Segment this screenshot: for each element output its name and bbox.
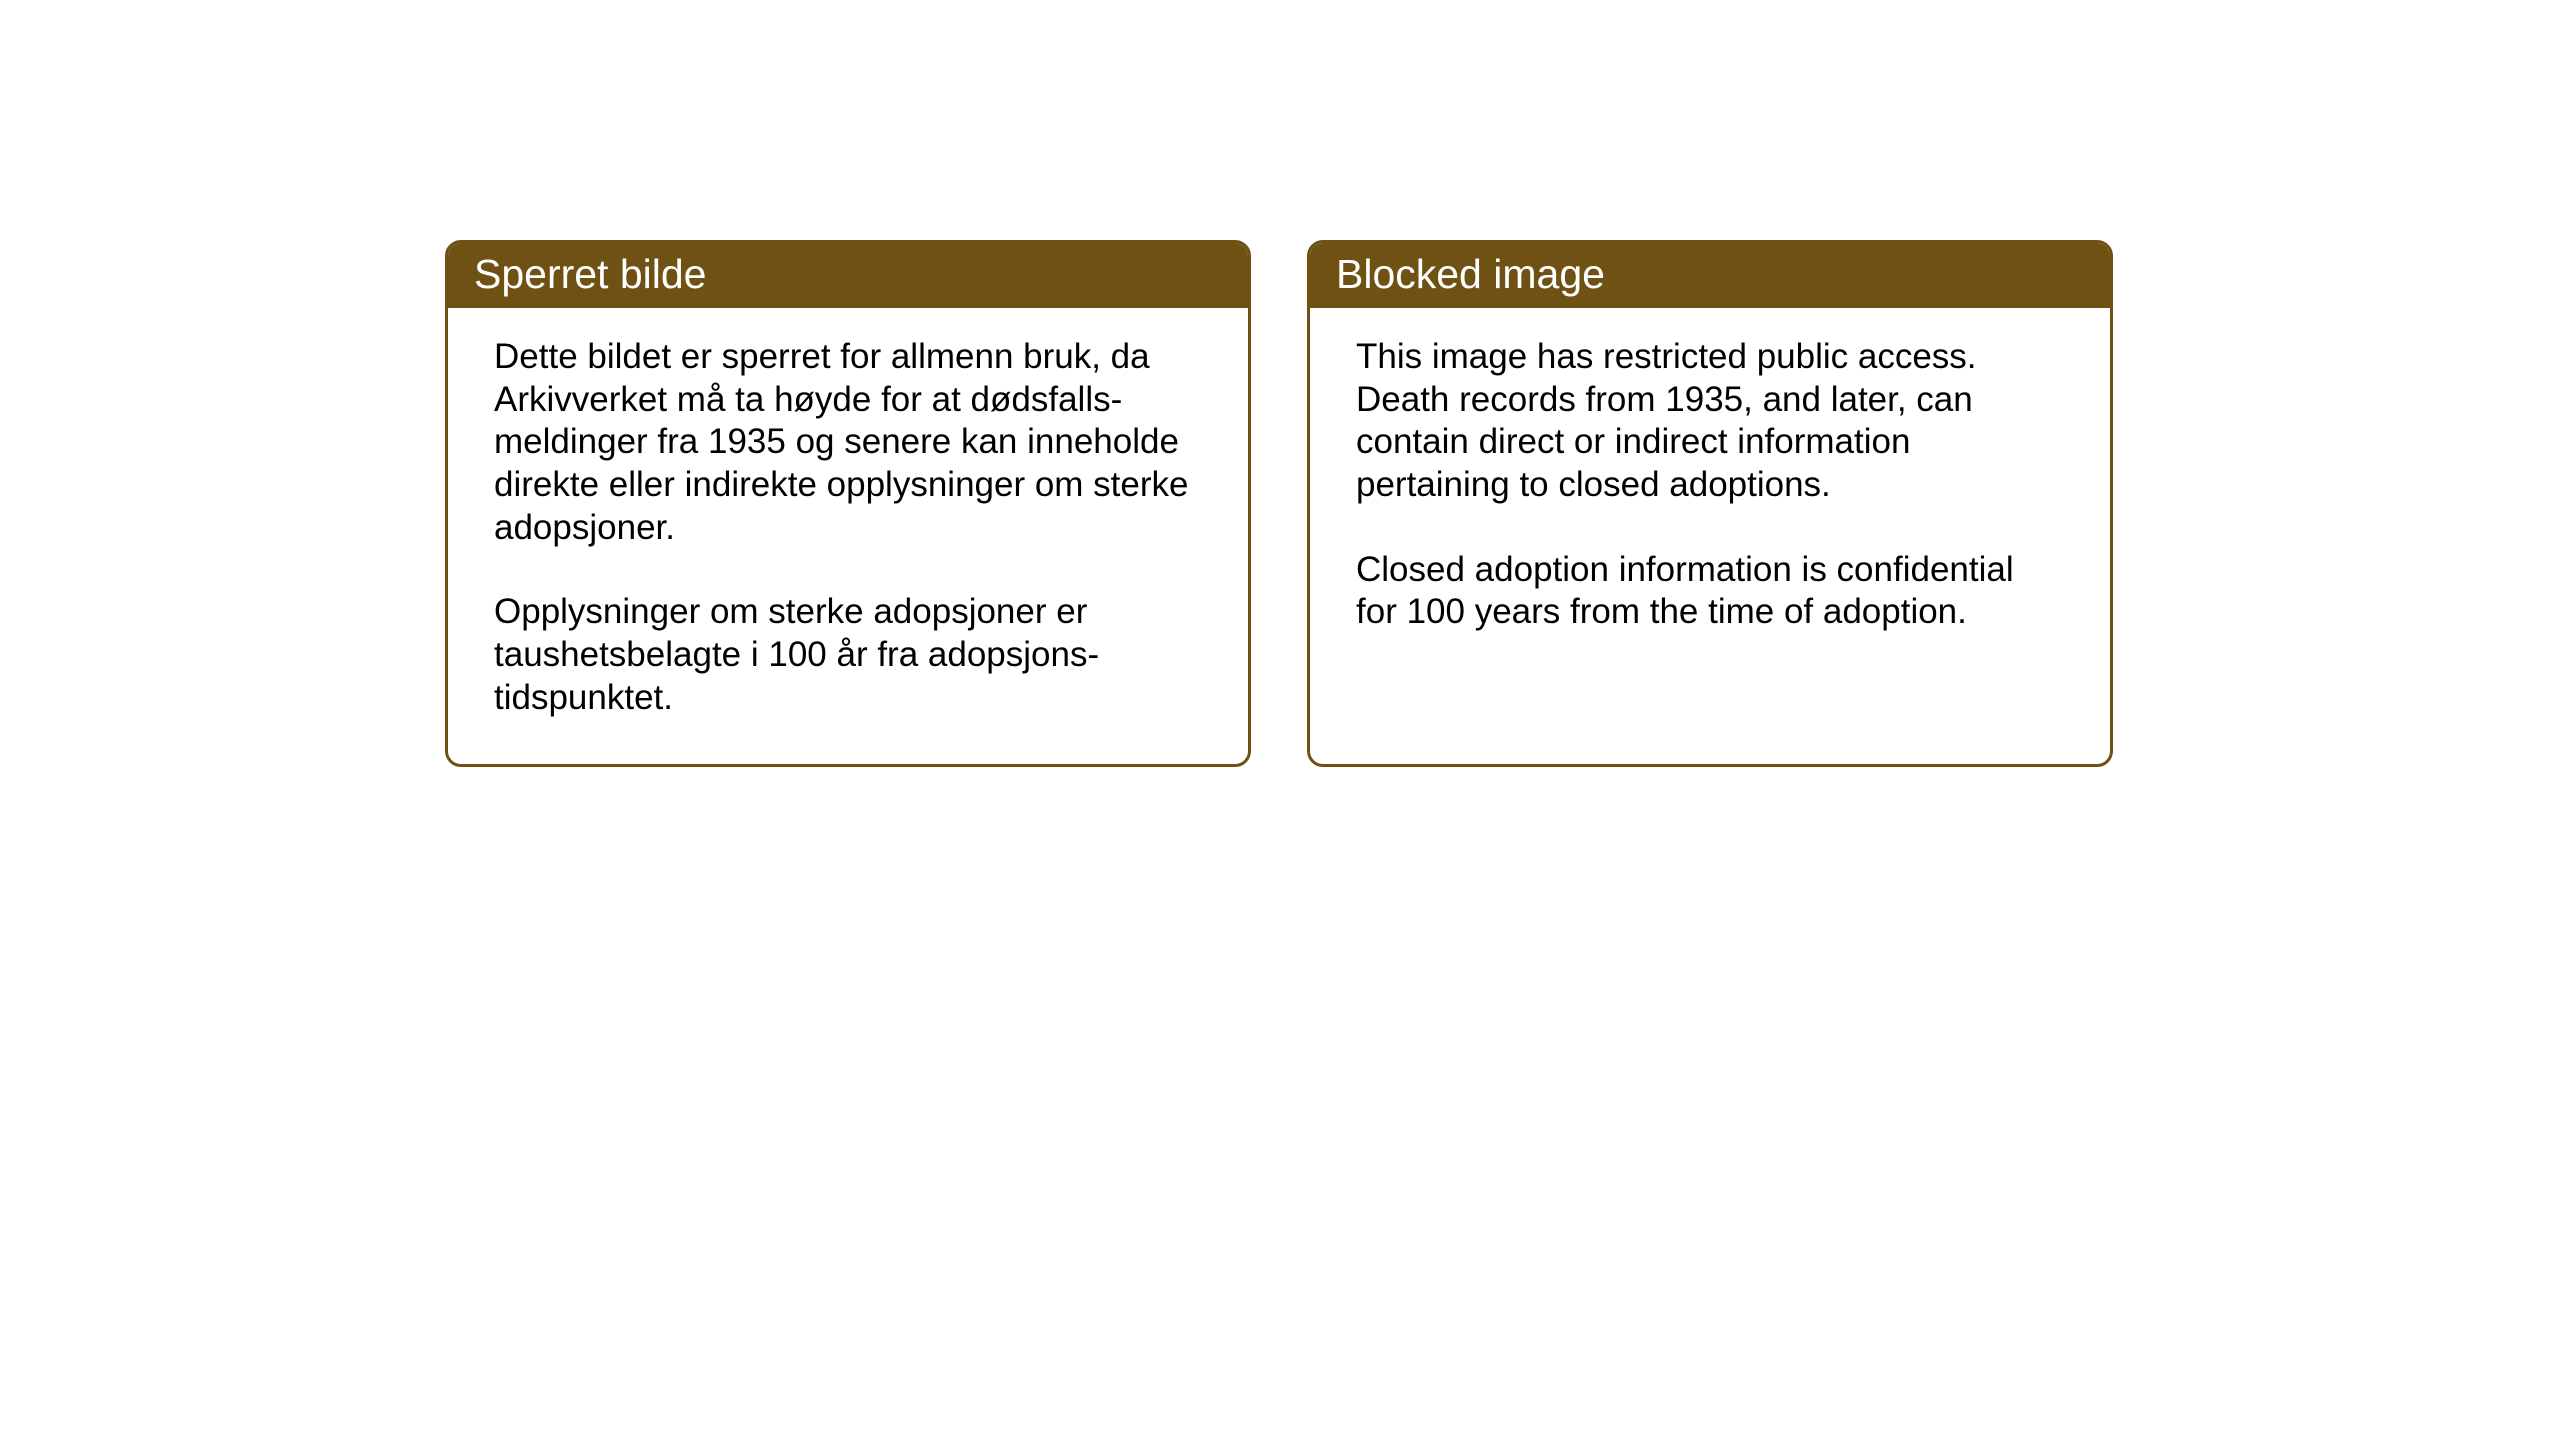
notice-card-norwegian: Sperret bilde Dette bildet er sperret fo… [445, 240, 1251, 767]
notice-body-norwegian: Dette bildet er sperret for allmenn bruk… [448, 308, 1248, 764]
notice-paragraph-1-norwegian: Dette bildet er sperret for allmenn bruk… [494, 336, 1202, 549]
notice-paragraph-2-norwegian: Opplysninger om sterke adopsjoner er tau… [494, 591, 1202, 719]
notice-header-english: Blocked image [1310, 243, 2110, 308]
notice-header-norwegian: Sperret bilde [448, 243, 1248, 308]
notice-paragraph-1-english: This image has restricted public access.… [1356, 336, 2064, 507]
notice-container: Sperret bilde Dette bildet er sperret fo… [445, 240, 2113, 767]
notice-card-english: Blocked image This image has restricted … [1307, 240, 2113, 767]
notice-title-english: Blocked image [1336, 251, 2084, 298]
notice-paragraph-2-english: Closed adoption information is confident… [1356, 549, 2064, 634]
notice-title-norwegian: Sperret bilde [474, 251, 1222, 298]
notice-body-english: This image has restricted public access.… [1310, 308, 2110, 748]
